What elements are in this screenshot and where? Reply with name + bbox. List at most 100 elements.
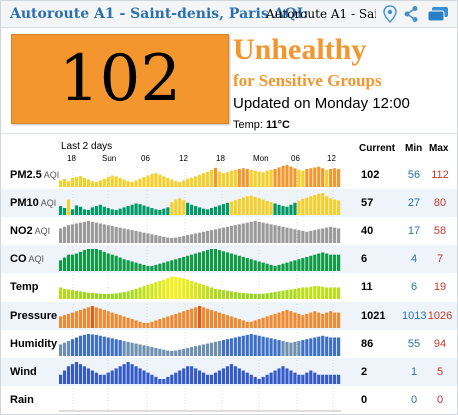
sparkline-chart[interactable] xyxy=(59,331,341,356)
chart-bar xyxy=(277,226,281,244)
chart-bar xyxy=(301,198,305,216)
chart-bar xyxy=(190,308,194,328)
aqi-suffix: AQI xyxy=(273,6,304,22)
chart-bar xyxy=(62,208,67,216)
aqi-level: Unhealthy xyxy=(233,33,367,66)
chart-bar xyxy=(249,195,253,216)
chart-bar xyxy=(225,202,229,216)
chart-bar xyxy=(106,208,110,216)
chart-bar xyxy=(209,208,214,216)
chart-bar xyxy=(253,260,257,272)
chart-bar xyxy=(78,252,83,272)
sparkline-chart[interactable] xyxy=(59,219,341,244)
chart-bar xyxy=(74,337,79,356)
max-value: 80 xyxy=(433,197,447,210)
sparkline-chart[interactable] xyxy=(59,163,341,187)
chart-bar xyxy=(182,180,186,187)
chart-bar xyxy=(126,291,130,300)
chart-bar xyxy=(301,231,305,244)
chart-bar xyxy=(162,349,166,356)
chart-bar xyxy=(293,260,297,272)
location-pin-icon[interactable] xyxy=(382,5,398,27)
chart-bar xyxy=(221,227,226,244)
chart-bar xyxy=(233,365,237,384)
chart-bar xyxy=(59,315,63,328)
chart-bar xyxy=(106,294,110,300)
chart-bar xyxy=(146,322,150,328)
chart-bar xyxy=(217,228,222,244)
chart-bar xyxy=(261,336,265,356)
chart-bar xyxy=(170,260,174,272)
chart-bar xyxy=(249,374,253,384)
chart-bar xyxy=(313,195,317,216)
chart-bar xyxy=(333,312,337,328)
chart-bar xyxy=(114,256,118,272)
table-row: CO AQI 6 4 7 xyxy=(1,245,457,274)
chart-bar xyxy=(301,339,305,356)
chart-bar xyxy=(221,204,226,216)
chart-bar xyxy=(241,293,245,300)
table-row: Temp 11 6 19 xyxy=(1,273,457,301)
pollutant-name: Rain xyxy=(10,393,34,406)
chart-bar xyxy=(166,315,170,328)
chart-bar xyxy=(110,226,114,244)
chart-bar xyxy=(62,370,67,384)
chart-bar xyxy=(261,376,265,384)
chart-bar xyxy=(285,290,289,300)
chart-bar xyxy=(273,169,277,187)
station-select[interactable]: Autoroute A1 - Saint-denis, Paris xyxy=(266,7,376,21)
chart-bar xyxy=(337,228,341,244)
chart-bar xyxy=(317,229,321,244)
chart-bar xyxy=(114,293,118,300)
max-value: 7 xyxy=(436,253,444,266)
chart-bar xyxy=(70,209,75,216)
chart-bar xyxy=(281,264,285,272)
chart-bar xyxy=(337,312,341,328)
chart-bar xyxy=(194,176,198,187)
sparkline-chart[interactable] xyxy=(59,303,341,328)
chart-bar xyxy=(138,204,142,216)
share-icon[interactable] xyxy=(403,5,419,27)
chart-bar xyxy=(66,340,71,356)
chart-bar xyxy=(126,206,130,216)
chart-bar xyxy=(90,249,94,272)
chart-bar xyxy=(205,308,210,328)
chart-bar xyxy=(253,294,257,300)
chart-bar xyxy=(233,317,237,328)
sparkline-chart[interactable] xyxy=(59,387,341,412)
chart-bar xyxy=(174,350,178,356)
chart-bar xyxy=(194,233,198,244)
chart-bar xyxy=(245,169,249,187)
windows-icon[interactable] xyxy=(426,5,450,27)
chart-bar xyxy=(309,196,313,216)
sparkline-chart[interactable] xyxy=(59,191,341,216)
sparkline-chart[interactable] xyxy=(59,275,341,300)
chart-bar xyxy=(82,365,86,384)
sparkline-chart[interactable] xyxy=(59,359,341,384)
station-name[interactable]: Autoroute A1 - Saint-denis, Paris xyxy=(10,6,269,22)
chart-bar xyxy=(273,266,277,272)
chart-bar xyxy=(313,167,317,187)
chart-bar xyxy=(329,310,333,328)
chart-bar xyxy=(265,264,269,272)
row-label: Wind xyxy=(10,366,37,378)
chart-bar xyxy=(86,221,90,244)
chart-bar xyxy=(317,166,321,187)
station-title[interactable]: Autoroute A1 - Saint-denis, Paris AQI: xyxy=(10,6,308,22)
chart-bar xyxy=(201,344,206,356)
aqi-value: 102 xyxy=(58,42,182,116)
chart-bar xyxy=(253,221,257,244)
chart-bar xyxy=(257,378,261,384)
chart-bar xyxy=(321,193,325,216)
row-label: NO2 AQI xyxy=(10,225,50,237)
sparkline-chart[interactable] xyxy=(59,247,341,272)
chart-bar xyxy=(70,254,75,272)
chart-bar xyxy=(321,335,325,356)
chart-bar xyxy=(237,256,241,272)
chart-bar xyxy=(66,254,71,272)
chart-bar xyxy=(309,337,313,356)
chart-bar xyxy=(150,321,154,328)
chart-bar xyxy=(325,312,329,328)
chart-bar xyxy=(102,294,106,300)
chart-bar xyxy=(174,313,178,328)
